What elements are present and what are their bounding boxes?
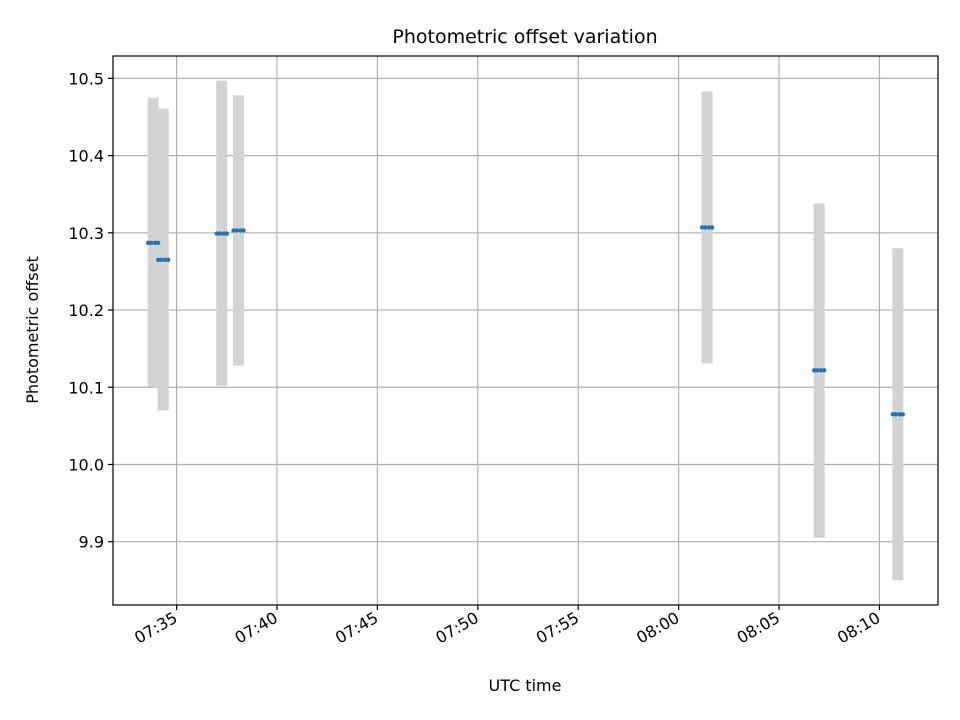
data-point-marker	[166, 257, 171, 263]
x-axis-label: UTC time	[489, 676, 562, 695]
plot-frame	[112, 55, 939, 606]
data-point	[214, 231, 229, 236]
grid	[113, 56, 938, 605]
y-tick-label: 10.5	[68, 69, 104, 88]
data-point-marker	[155, 240, 161, 246]
data-point-marker	[702, 225, 708, 230]
data-point-marker	[814, 368, 820, 373]
data-point-marker	[900, 412, 906, 417]
data-point-marker	[159, 257, 164, 263]
data-point-marker	[893, 412, 899, 417]
data-point-marker	[709, 225, 715, 230]
y-tick-label: 9.9	[79, 533, 104, 552]
data-point	[890, 412, 906, 417]
y-tick-label: 10.0	[68, 455, 104, 474]
points	[145, 225, 906, 417]
y-axis-label: Photometric offset	[23, 256, 42, 404]
data-point-marker	[148, 240, 154, 246]
y-tick-label: 10.2	[68, 301, 104, 320]
data-point-marker	[234, 228, 239, 233]
data-point-marker	[224, 231, 229, 236]
data-point	[156, 257, 171, 263]
data-point	[699, 225, 715, 230]
y-ticks: 9.9 10.0 10.1 10.2 10.3 10.4 10.5	[68, 69, 113, 552]
y-tick-label: 10.3	[68, 224, 104, 243]
chart-title: Photometric offset variation	[392, 26, 657, 48]
data-point-marker	[821, 368, 827, 373]
y-tick-label: 10.1	[68, 378, 104, 397]
data-point-marker	[217, 231, 222, 236]
data-point-marker	[241, 228, 246, 233]
data-point	[811, 368, 827, 373]
data-point	[231, 228, 246, 233]
data-point	[145, 240, 161, 246]
y-tick-label: 10.4	[68, 147, 104, 166]
